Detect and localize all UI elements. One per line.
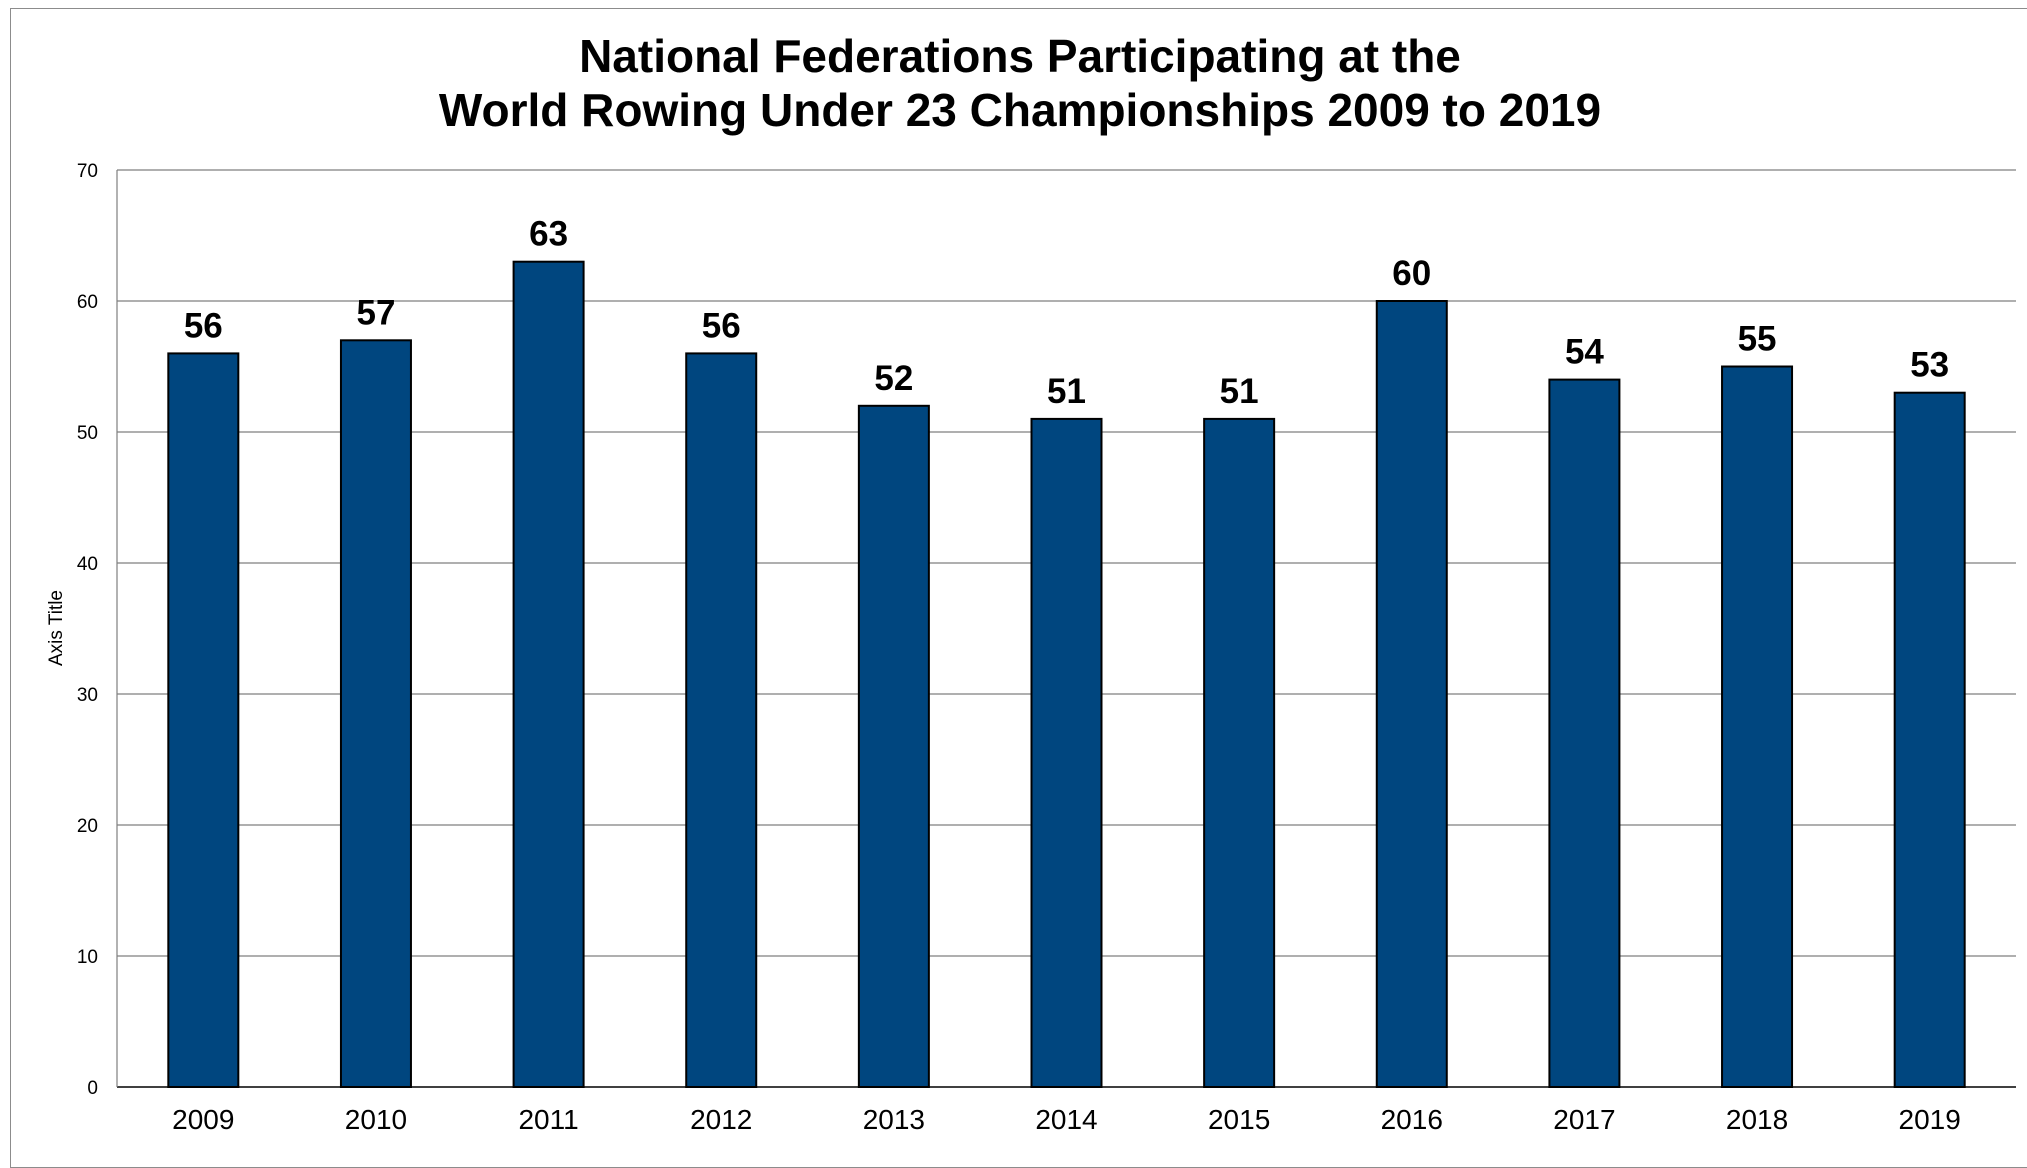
x-tick-label-2015: 2015 [1208,1104,1270,1135]
chart-title-line-2: World Rowing Under 23 Championships 2009… [439,84,1601,136]
y-tick-label: 30 [77,685,98,706]
bar-2013 [857,404,930,1088]
data-label-2019: 53 [1910,346,1949,385]
x-tick-label-2016: 2016 [1381,1104,1443,1135]
bar-2016 [1375,300,1448,1088]
x-tick-label-2018: 2018 [1726,1104,1788,1135]
y-tick-label: 60 [77,292,98,313]
data-label-2011: 63 [529,215,568,254]
bar-2010 [339,339,412,1088]
data-labels: 56 57 63 56 52 51 51 60 54 55 53 [184,215,1949,411]
x-tick-label-2017: 2017 [1553,1104,1615,1135]
y-tick-label: 70 [77,161,98,182]
bar-2015 [1203,417,1276,1088]
y-axis-ticks: 0 10 20 30 40 50 60 70 [77,161,98,1099]
x-tick-label-2014: 2014 [1035,1104,1097,1135]
x-tick-label-2019: 2019 [1899,1104,1961,1135]
bar-2019 [1893,391,1966,1088]
x-tick-label-2013: 2013 [863,1104,925,1135]
data-label-2015: 51 [1220,372,1259,411]
x-tick-label-2010: 2010 [345,1104,407,1135]
data-label-2014: 51 [1047,372,1086,411]
y-tick-label: 0 [87,1078,98,1099]
bar-2009 [167,352,240,1088]
data-label-2010: 57 [356,293,395,332]
data-label-2012: 56 [702,306,741,345]
bar-2017 [1548,378,1621,1089]
bar-2018 [1721,365,1794,1088]
x-tick-label-2009: 2009 [172,1104,234,1135]
data-label-2013: 52 [874,359,913,398]
bar-2014 [1030,417,1103,1088]
x-tick-label-2012: 2012 [690,1104,752,1135]
data-label-2016: 60 [1392,254,1431,293]
x-axis-ticks: 2009 2010 2011 2012 2013 2014 2015 2016 2017 2018… [172,1104,1961,1135]
y-tick-label: 50 [77,423,98,444]
bars [167,260,1966,1089]
bar-2011 [512,260,585,1088]
x-tick-label-2011: 2011 [518,1104,578,1135]
y-tick-label: 20 [77,816,98,837]
data-label-2017: 54 [1565,333,1604,372]
y-tick-label: 10 [77,947,98,968]
chart-title-line-1: National Federations Participating at th… [579,30,1461,82]
y-axis-title: Axis Title [46,590,67,666]
y-tick-label: 40 [77,554,98,575]
bar-2012 [685,352,758,1088]
data-label-2009: 56 [184,306,223,345]
data-label-2018: 55 [1738,320,1777,359]
